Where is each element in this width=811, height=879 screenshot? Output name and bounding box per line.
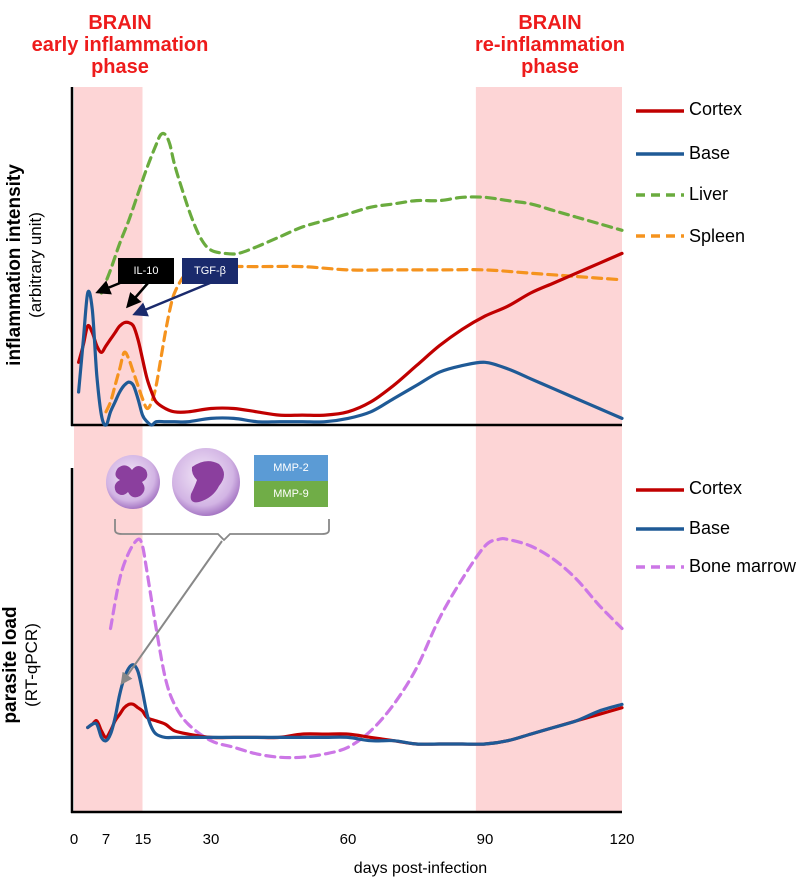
y-axis-label-top: inflammation intensity (arbitrary unit) [4,135,54,395]
phase-title-early: BRAIN early inflammation phase [20,12,220,78]
legend-bottom-cortex: Cortex [689,478,743,498]
phase-title-early-line3: phase [91,56,149,78]
y-axis-label-bottom: parasite load (RT-qPCR) [0,565,50,765]
x-tick-label: 90 [476,831,494,848]
parasite-panel [86,536,624,760]
series-line-parasite-base [86,663,624,746]
inflammation-panel [77,131,624,427]
cell-icons [106,448,240,516]
legend-top-cortex: Cortex [689,99,743,119]
phase-title-re: BRAIN re-inflammation phase [450,12,650,78]
series-line-inflammation-base [77,289,624,427]
mmp9-label: MMP-9 [254,481,328,507]
cell-bracket [114,519,330,542]
y-axis-subtitle-bottom: (RT-qPCR) [22,623,41,707]
il10-arrow-1 [95,280,121,295]
legend-top-spleen: Spleen [689,226,746,246]
x-tick-label: 15 [134,831,152,848]
legend-bottom-bone-marrow: Bone marrow [689,556,797,576]
x-tick-label: 60 [339,831,357,848]
tgfb-arrow [132,281,211,317]
mmp2-label: MMP-2 [254,455,328,481]
x-tick-label: 30 [202,831,220,848]
tgfb-label: TGF-β [182,258,238,284]
x-tick-label: 0 [69,831,79,848]
neutrophil-nucleus [114,465,148,498]
legend-bottom-base: Base [689,518,731,538]
phase-title-early-line2: early inflammation [31,34,209,56]
series-line-parasite-bone-marrow [108,536,624,760]
x-axis-label: days post-infection [353,860,488,877]
cell-infiltration-arrow [120,540,223,685]
early-phase-band [74,87,143,812]
y-axis-subtitle-top: (arbitrary unit) [26,212,45,318]
series-line-inflammation-liver [99,131,624,295]
phase-title-re-line1: BRAIN [518,12,582,34]
series-line-inflammation-cortex [77,251,624,417]
il10-label: IL-10 [118,258,174,284]
phase-title-early-line1: BRAIN [88,12,152,34]
series-line-inflammation-spleen [104,264,624,414]
phase-title-re-line2: re-inflammation [474,34,626,56]
annotation-arrows [95,280,330,685]
axes [70,87,622,814]
x-tick-label: 120 [609,831,635,848]
legend-swatches [636,109,684,569]
phase-title-re-line3: phase [521,56,579,78]
y-axis-title-top: inflammation intensity [4,164,25,366]
monocyte-nucleus [190,461,224,503]
x-tick-label: 7 [101,831,111,848]
re-inflammation-band [475,87,622,812]
phase-shading [74,87,622,812]
y-axis-title-bottom: parasite load [0,606,21,724]
legend-top-liver: Liver [689,184,729,204]
legend-top-base: Base [689,143,731,163]
il10-arrow-2 [126,282,149,309]
